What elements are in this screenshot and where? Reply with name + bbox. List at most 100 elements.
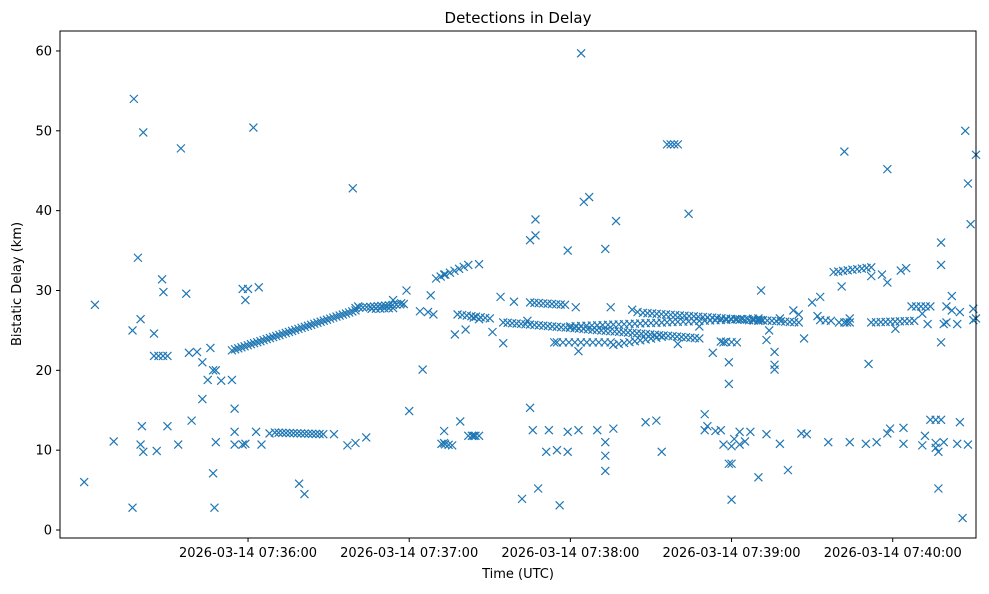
data-point [109, 436, 119, 446]
data-point [745, 427, 755, 437]
data-point [149, 329, 159, 339]
data-point [947, 306, 957, 315]
data-point [315, 429, 324, 439]
data-point [916, 302, 926, 311]
data-point [882, 428, 892, 438]
data-point [254, 282, 264, 292]
data-point [789, 317, 799, 327]
data-point [351, 306, 360, 315]
y-tick-label: 40 [35, 204, 52, 219]
data-point [459, 262, 469, 272]
data-point [351, 303, 360, 313]
data-point [551, 299, 561, 309]
data-point [450, 266, 459, 276]
data-point [278, 329, 288, 339]
data-point [206, 343, 215, 353]
data-point [474, 431, 484, 441]
data-point [756, 286, 766, 295]
data-point [882, 278, 892, 287]
data-point [426, 290, 436, 300]
data-point [864, 359, 873, 369]
data-point [325, 314, 335, 324]
data-point [762, 316, 772, 325]
data-point [947, 291, 957, 301]
data-point [338, 310, 348, 319]
data-point [437, 439, 446, 449]
data-point [297, 323, 307, 333]
data-point [813, 311, 822, 321]
data-point [192, 347, 202, 357]
data-point [608, 424, 618, 434]
data-point [684, 209, 693, 219]
data-point [163, 351, 172, 361]
data-point [444, 440, 454, 450]
data-point [826, 316, 836, 326]
data-point [517, 494, 527, 504]
data-point [197, 357, 207, 367]
data-point [530, 298, 539, 308]
data-point [243, 284, 253, 294]
data-point [842, 318, 852, 327]
data-point [289, 428, 298, 438]
data-point [716, 425, 726, 435]
data-point [157, 274, 167, 284]
data-point [673, 339, 683, 349]
data-point [574, 425, 583, 435]
data-point [770, 365, 779, 374]
data-point [574, 346, 583, 356]
data-point [138, 127, 148, 137]
y-axis: 0 10 20 30 40 50 60 [35, 44, 60, 539]
data-point [600, 244, 610, 254]
data-point [455, 417, 465, 426]
data-point [882, 164, 892, 174]
data-point [560, 300, 570, 310]
data-point [525, 403, 535, 413]
data-point [837, 282, 847, 291]
data-point [454, 264, 464, 274]
data-point [931, 438, 941, 448]
data-point [358, 303, 368, 312]
data-point [498, 338, 508, 348]
data-point [942, 318, 951, 327]
data-point [296, 429, 306, 438]
data-point [415, 306, 425, 316]
data-point [872, 437, 882, 447]
data-point [447, 440, 457, 450]
data-point [236, 342, 246, 352]
data-point [230, 427, 240, 437]
data-point [303, 321, 313, 331]
data-point [290, 325, 300, 335]
data-point [294, 479, 304, 489]
data-point [187, 416, 197, 426]
data-point [246, 339, 256, 349]
data-point [727, 495, 736, 505]
data-point [799, 333, 809, 343]
data-point [292, 428, 302, 438]
data-point [274, 428, 284, 438]
plot-area [59, 30, 981, 539]
data-point [367, 304, 377, 314]
data-point [955, 307, 965, 317]
y-tick-label: 20 [35, 364, 52, 379]
data-point [277, 428, 287, 438]
marker-layer [79, 48, 981, 523]
data-point [128, 503, 137, 513]
y-tick-label: 0 [44, 524, 52, 539]
data-point [440, 439, 450, 449]
data-point [418, 365, 428, 374]
data-point [300, 489, 309, 499]
data-point [543, 299, 552, 309]
data-point [450, 329, 460, 339]
data-point [307, 429, 317, 439]
data-point [404, 406, 414, 416]
data-point [534, 298, 544, 308]
data-point [735, 427, 745, 437]
data-point [300, 322, 310, 332]
data-point [439, 426, 449, 436]
data-point [233, 343, 243, 353]
data-point [463, 431, 473, 441]
data-point [309, 319, 319, 329]
data-point [771, 316, 781, 326]
data-point [544, 425, 554, 435]
